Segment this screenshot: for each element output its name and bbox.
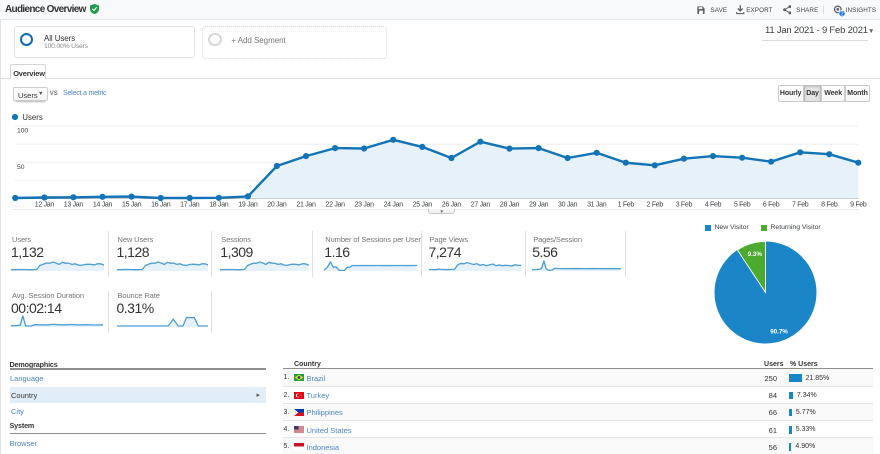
svg-text:27 Jan: 27 Jan [471, 201, 491, 208]
svg-text:28 Jan: 28 Jan [500, 201, 520, 208]
svg-text:9 Feb: 9 Feb [850, 201, 867, 208]
svg-text:16 Jan: 16 Jan [151, 201, 171, 208]
svg-text:4 Feb: 4 Feb [705, 201, 722, 208]
svg-text:8 Feb: 8 Feb [821, 201, 838, 208]
svg-text:7 Feb: 7 Feb [792, 201, 809, 208]
svg-text:90.7%: 90.7% [770, 329, 788, 336]
svg-text:29 Jan: 29 Jan [529, 201, 549, 208]
svg-text:30 Jan: 30 Jan [558, 201, 578, 208]
svg-text:1 Feb: 1 Feb [618, 201, 635, 208]
svg-text:....: .... [13, 203, 22, 209]
svg-text:26 Jan: 26 Jan [442, 201, 462, 208]
svg-text:21 Jan: 21 Jan [296, 201, 316, 208]
svg-text:23 Jan: 23 Jan [354, 201, 374, 208]
svg-text:17 Jan: 17 Jan [180, 201, 200, 208]
svg-text:22 Jan: 22 Jan [325, 201, 345, 208]
svg-text:24 Jan: 24 Jan [384, 201, 404, 208]
svg-text:18 Jan: 18 Jan [209, 201, 229, 208]
svg-text:25 Jan: 25 Jan [413, 201, 433, 208]
svg-text:12 Jan: 12 Jan [35, 201, 55, 208]
svg-text:2 Feb: 2 Feb [647, 201, 664, 208]
svg-text:31 Jan: 31 Jan [587, 201, 607, 208]
svg-text:50: 50 [17, 164, 25, 171]
svg-text:9.3%: 9.3% [748, 251, 763, 258]
svg-text:100: 100 [17, 128, 29, 135]
svg-text:14 Jan: 14 Jan [93, 201, 113, 208]
svg-text:20 Jan: 20 Jan [267, 201, 287, 208]
svg-text:2: 2 [841, 11, 844, 16]
svg-text:19 Jan: 19 Jan [238, 201, 258, 208]
svg-text:5 Feb: 5 Feb [734, 201, 751, 208]
svg-text:3 Feb: 3 Feb [676, 201, 693, 208]
svg-text:15 Jan: 15 Jan [122, 201, 142, 208]
svg-text:6 Feb: 6 Feb [763, 201, 780, 208]
svg-text:13 Jan: 13 Jan [64, 201, 84, 208]
